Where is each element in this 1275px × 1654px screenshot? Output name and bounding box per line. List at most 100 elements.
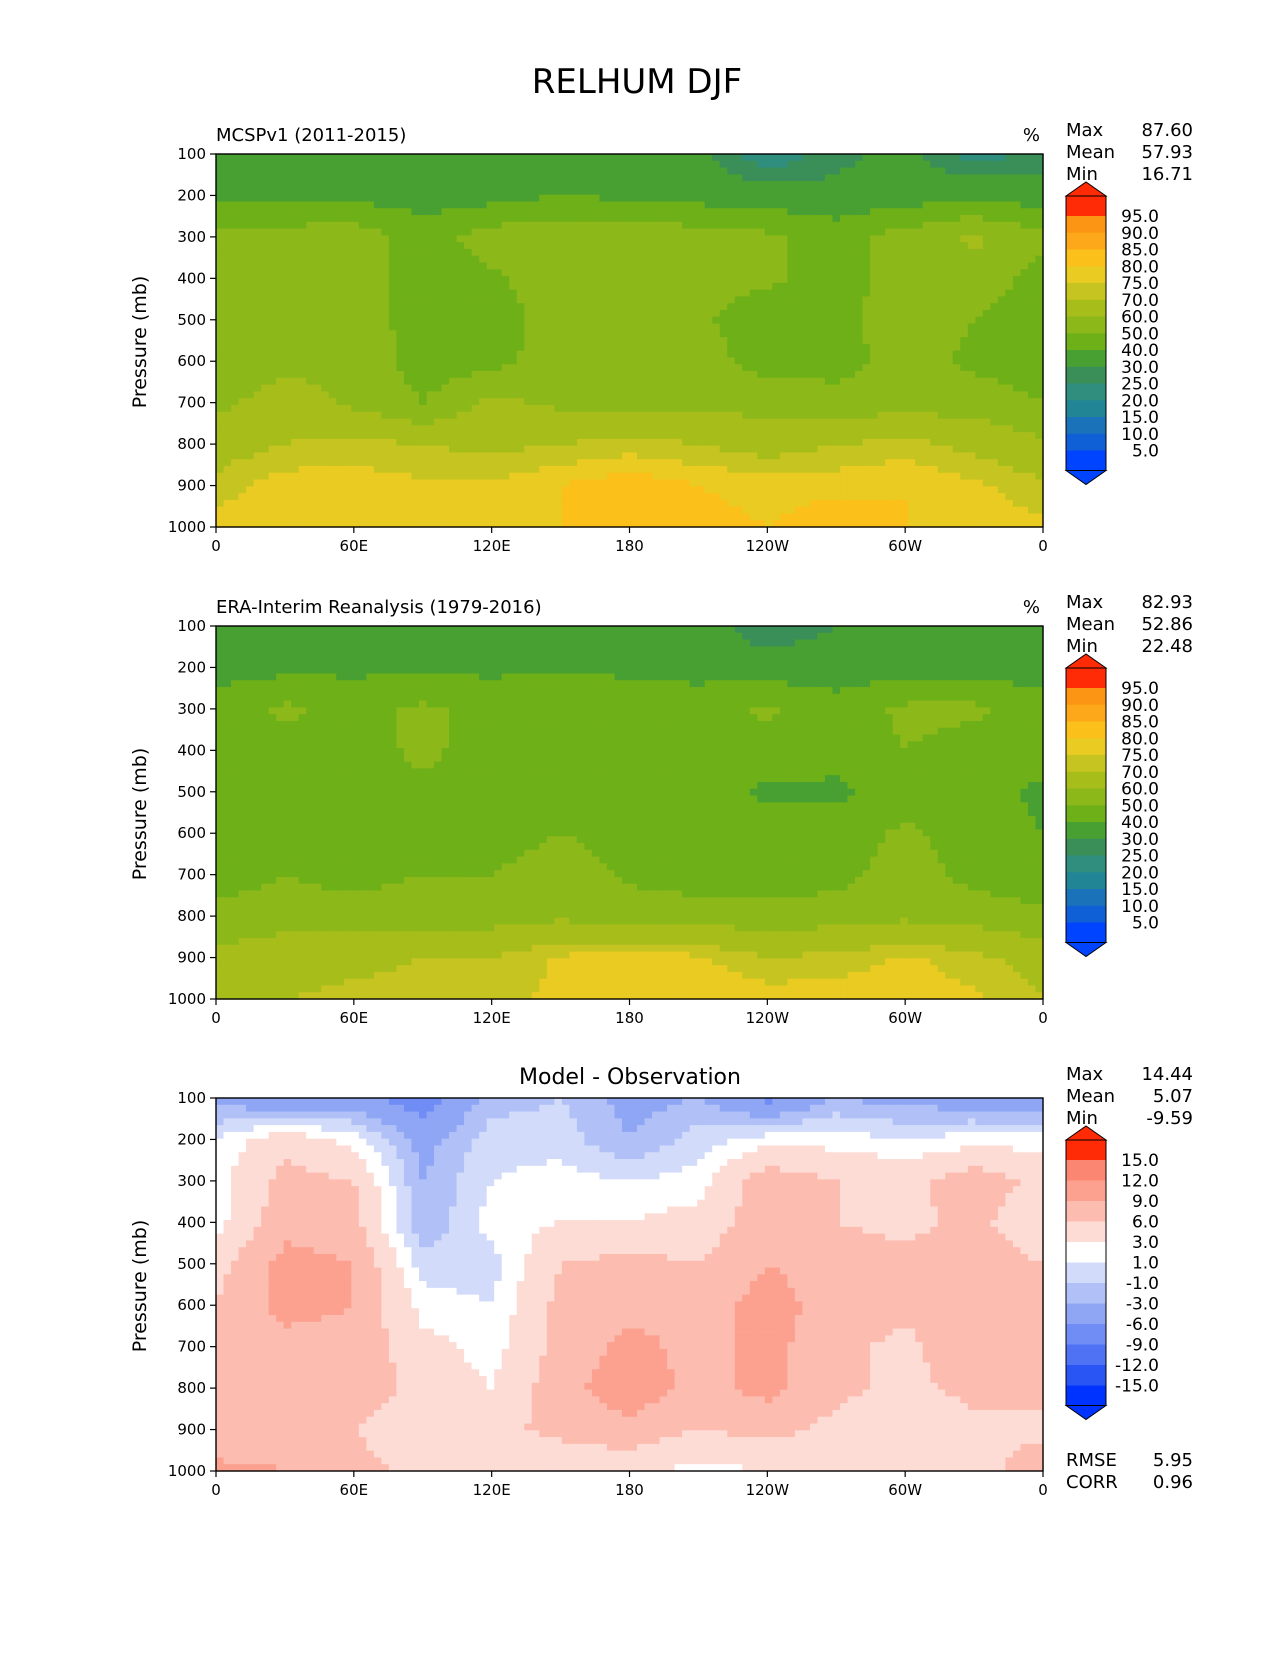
heatmap-cell xyxy=(659,330,668,338)
heatmap-cell xyxy=(885,350,894,359)
heatmap-cell xyxy=(907,438,916,447)
heatmap-cell xyxy=(757,337,766,345)
heatmap-cell xyxy=(847,181,856,189)
heatmap-cell xyxy=(689,208,698,216)
heatmap-cell xyxy=(403,418,413,426)
heatmap-cell xyxy=(990,350,999,359)
heatmap-cell xyxy=(847,235,856,243)
heatmap-cell xyxy=(697,194,706,203)
heatmap-cell xyxy=(960,445,969,453)
heatmap-cell xyxy=(749,221,758,230)
heatmap-cell xyxy=(231,269,240,277)
heatmap-cell xyxy=(794,248,804,257)
heatmap-cell xyxy=(411,377,420,386)
heatmap-cell xyxy=(945,371,954,379)
heatmap-cell xyxy=(982,343,991,352)
heatmap-cell xyxy=(937,391,946,399)
heatmap-cell xyxy=(719,357,728,365)
heatmap-cell xyxy=(1012,432,1022,440)
heatmap-cell xyxy=(689,309,698,318)
heatmap-cell xyxy=(689,181,698,189)
heatmap-cell xyxy=(719,167,728,175)
heatmap-cell xyxy=(779,296,788,304)
heatmap-cell xyxy=(321,187,330,196)
heatmap-cell xyxy=(667,323,676,331)
heatmap-cell xyxy=(276,418,285,426)
heatmap-cell xyxy=(742,364,751,372)
heatmap-cell xyxy=(621,160,631,169)
heatmap-cell xyxy=(637,384,646,392)
heatmap-cell xyxy=(915,364,924,372)
heatmap-cell xyxy=(847,445,856,453)
heatmap-cell xyxy=(546,364,555,372)
heatmap-cell xyxy=(892,432,901,440)
heatmap-cell xyxy=(1035,242,1044,250)
heatmap-cell xyxy=(975,371,984,379)
heatmap-cell xyxy=(907,452,916,460)
heatmap-cell xyxy=(261,235,270,243)
heatmap-cell xyxy=(794,276,804,284)
heatmap-cell xyxy=(840,154,849,162)
heatmap-cell xyxy=(576,282,585,291)
heatmap-cell xyxy=(637,276,646,284)
heatmap-cell xyxy=(321,445,330,453)
heatmap-cell xyxy=(479,357,488,365)
heatmap-cell xyxy=(223,445,232,453)
heatmap-cell xyxy=(892,215,901,223)
heatmap-cell xyxy=(276,309,285,318)
heatmap-cell xyxy=(945,398,954,406)
heatmap-cell xyxy=(486,384,495,392)
heatmap-cell xyxy=(373,364,382,372)
heatmap-cell xyxy=(982,262,991,270)
heatmap-cell xyxy=(870,201,879,209)
heatmap-cell xyxy=(877,303,886,311)
heatmap-cell xyxy=(772,303,781,311)
heatmap-cell xyxy=(855,201,864,209)
heatmap-cell xyxy=(772,215,781,223)
heatmap-cell xyxy=(930,221,939,230)
heatmap-cell xyxy=(576,208,585,216)
heatmap-cell xyxy=(637,221,646,230)
heatmap-cell xyxy=(268,181,277,189)
heatmap-cell xyxy=(246,398,255,406)
heatmap-cell xyxy=(614,255,623,264)
heatmap-cell xyxy=(952,398,961,406)
heatmap-cell xyxy=(456,289,465,298)
heatmap-cell xyxy=(832,289,841,298)
heatmap-cell xyxy=(727,201,736,209)
heatmap-cell xyxy=(982,187,991,196)
heatmap-cell xyxy=(486,296,495,304)
heatmap-cell xyxy=(945,228,954,236)
heatmap-cell xyxy=(689,248,698,257)
heatmap-cell xyxy=(832,411,841,420)
heatmap-cell xyxy=(742,438,751,447)
heatmap-cell xyxy=(388,296,398,304)
heatmap-cell xyxy=(659,201,668,209)
heatmap-cell xyxy=(509,276,518,284)
heatmap-cell xyxy=(501,425,510,433)
heatmap-cell xyxy=(704,255,713,264)
heatmap-cell xyxy=(306,418,315,426)
heatmap-cell xyxy=(689,242,698,250)
heatmap-cell xyxy=(531,371,540,379)
heatmap-cell xyxy=(1012,337,1022,345)
heatmap-cell xyxy=(283,181,292,189)
heatmap-cell xyxy=(862,282,871,291)
heatmap-cell xyxy=(652,296,661,304)
heatmap-cell xyxy=(561,418,570,426)
heatmap-cell xyxy=(667,187,676,196)
heatmap-cell xyxy=(764,452,773,460)
heatmap-cell xyxy=(749,269,758,277)
heatmap-cell xyxy=(862,201,871,209)
heatmap-cell xyxy=(652,228,661,236)
heatmap-cell xyxy=(509,201,518,209)
heatmap-cell xyxy=(997,330,1007,338)
heatmap-cell xyxy=(930,269,939,277)
heatmap-cell xyxy=(937,262,946,270)
heatmap-cell xyxy=(231,377,240,386)
heatmap-cell xyxy=(584,384,593,392)
heatmap-cell xyxy=(629,398,638,406)
heatmap-cell xyxy=(418,255,428,264)
heatmap-cell xyxy=(238,296,247,304)
heatmap-cell xyxy=(689,364,698,372)
